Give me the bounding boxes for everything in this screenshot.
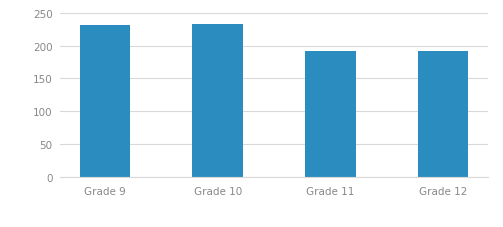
Bar (193, 25, 243, 177)
Bar (418, 52, 468, 177)
Bar (305, 52, 356, 177)
Bar (80, 26, 130, 177)
